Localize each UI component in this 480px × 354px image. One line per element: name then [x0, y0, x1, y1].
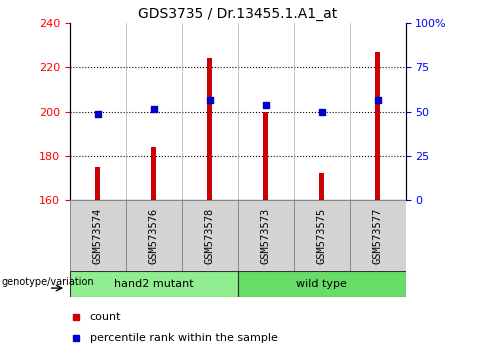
Bar [70, 200, 126, 271]
Bar [319, 173, 324, 200]
Point [318, 109, 325, 114]
Point [94, 111, 101, 116]
Bar [238, 271, 406, 297]
Title: GDS3735 / Dr.13455.1.A1_at: GDS3735 / Dr.13455.1.A1_at [138, 7, 337, 21]
Text: percentile rank within the sample: percentile rank within the sample [90, 332, 277, 343]
Bar [96, 167, 100, 200]
Text: GSM573578: GSM573578 [204, 207, 215, 263]
Text: GSM573574: GSM573574 [93, 207, 103, 263]
Bar [70, 271, 238, 297]
Bar [349, 200, 406, 271]
Point [206, 98, 214, 103]
Text: GSM573576: GSM573576 [149, 207, 158, 263]
Text: hand2 mutant: hand2 mutant [114, 279, 193, 289]
Text: GSM573573: GSM573573 [261, 207, 271, 263]
Bar [238, 200, 294, 271]
Text: genotype/variation: genotype/variation [1, 278, 94, 287]
Text: count: count [90, 312, 121, 322]
Bar [294, 200, 349, 271]
Bar [151, 147, 156, 200]
Bar [126, 200, 181, 271]
Text: wild type: wild type [296, 279, 347, 289]
Point [374, 98, 382, 103]
Bar [207, 58, 212, 200]
Point [150, 107, 157, 112]
Point [262, 102, 269, 108]
Bar [375, 52, 380, 200]
Text: GSM573577: GSM573577 [372, 207, 383, 263]
Text: GSM573575: GSM573575 [317, 207, 326, 263]
Bar [181, 200, 238, 271]
Bar [264, 112, 268, 200]
